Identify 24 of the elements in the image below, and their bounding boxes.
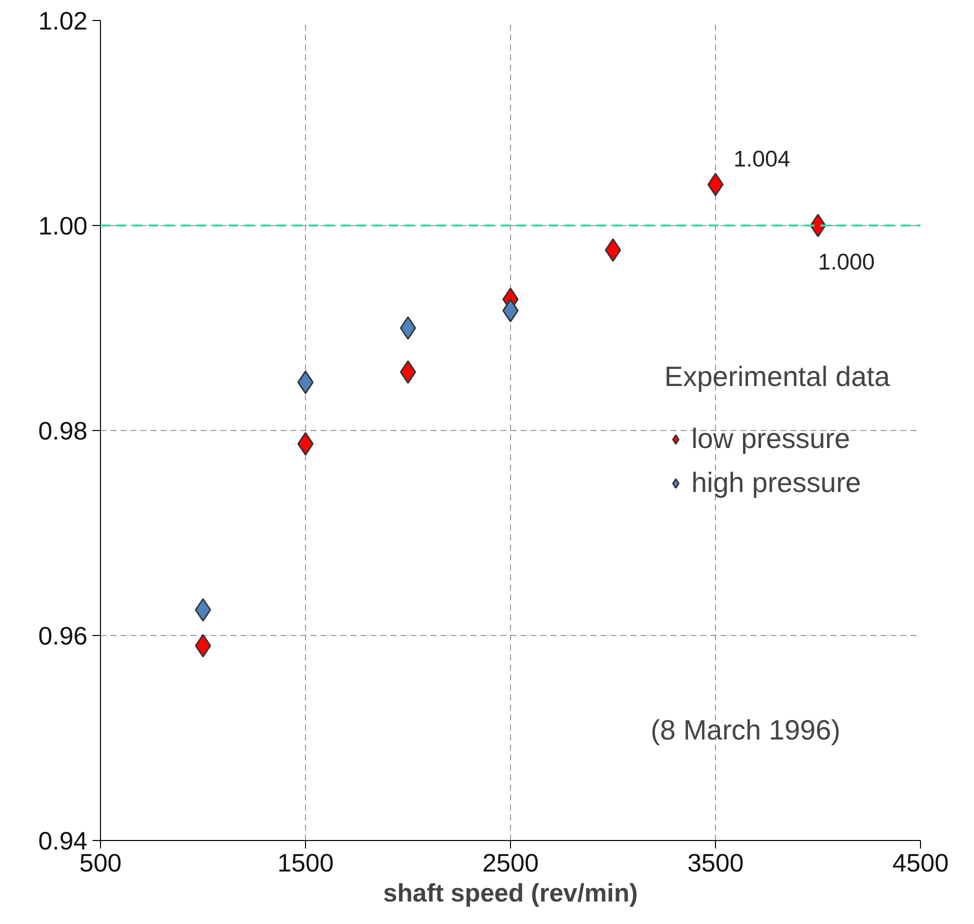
point [502, 298, 519, 322]
x-axis-title: shaft speed (rev/min) [383, 880, 638, 908]
point [297, 432, 314, 456]
y-tick-label: 1.00 [38, 212, 88, 240]
annotation: (8 March 1996) [650, 714, 841, 746]
point [297, 370, 314, 394]
point [400, 360, 416, 384]
x-tick-label: 4500 [892, 850, 949, 878]
x-tick-label: 3500 [687, 850, 744, 878]
legend-label: low pressure [691, 423, 850, 455]
x-tick-label: 1500 [277, 850, 334, 878]
legend-label: high pressure [691, 467, 861, 499]
y-tick-label: 0.96 [38, 622, 88, 650]
point [194, 634, 212, 658]
point [194, 598, 212, 622]
legend-title: Experimental data [664, 361, 890, 393]
point [604, 238, 622, 262]
x-tick-label: 2500 [482, 850, 539, 878]
data-label: 1.000 [818, 248, 875, 274]
point [707, 172, 724, 196]
data-label: 1.004 [734, 146, 790, 172]
y-tick-label: 0.98 [38, 418, 88, 446]
point [400, 316, 416, 340]
y-tick-label: 1.02 [38, 8, 88, 36]
